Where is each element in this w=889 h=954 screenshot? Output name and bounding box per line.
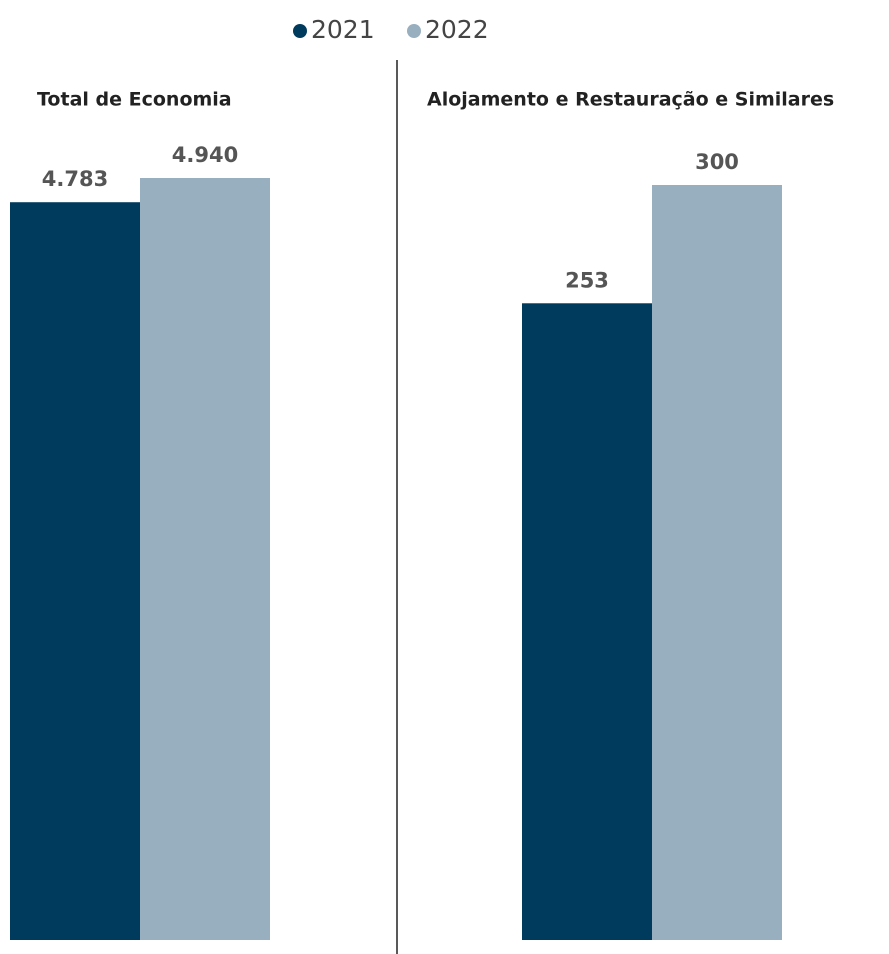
bar bbox=[140, 178, 270, 940]
value-label: 4.783 bbox=[42, 167, 108, 191]
bar bbox=[522, 303, 652, 940]
bar bbox=[652, 185, 782, 940]
legend-label: 2022 bbox=[425, 15, 489, 44]
panel-title: Total de Economia bbox=[37, 89, 232, 111]
value-label: 300 bbox=[695, 150, 739, 174]
value-label: 4.940 bbox=[172, 143, 238, 167]
value-label: 253 bbox=[565, 268, 609, 292]
legend-marker bbox=[293, 24, 307, 38]
legend-marker bbox=[407, 24, 421, 38]
panel-title: Alojamento e Restauração e Similares bbox=[427, 89, 834, 111]
bar bbox=[10, 202, 140, 940]
legend-label: 2021 bbox=[311, 15, 375, 44]
